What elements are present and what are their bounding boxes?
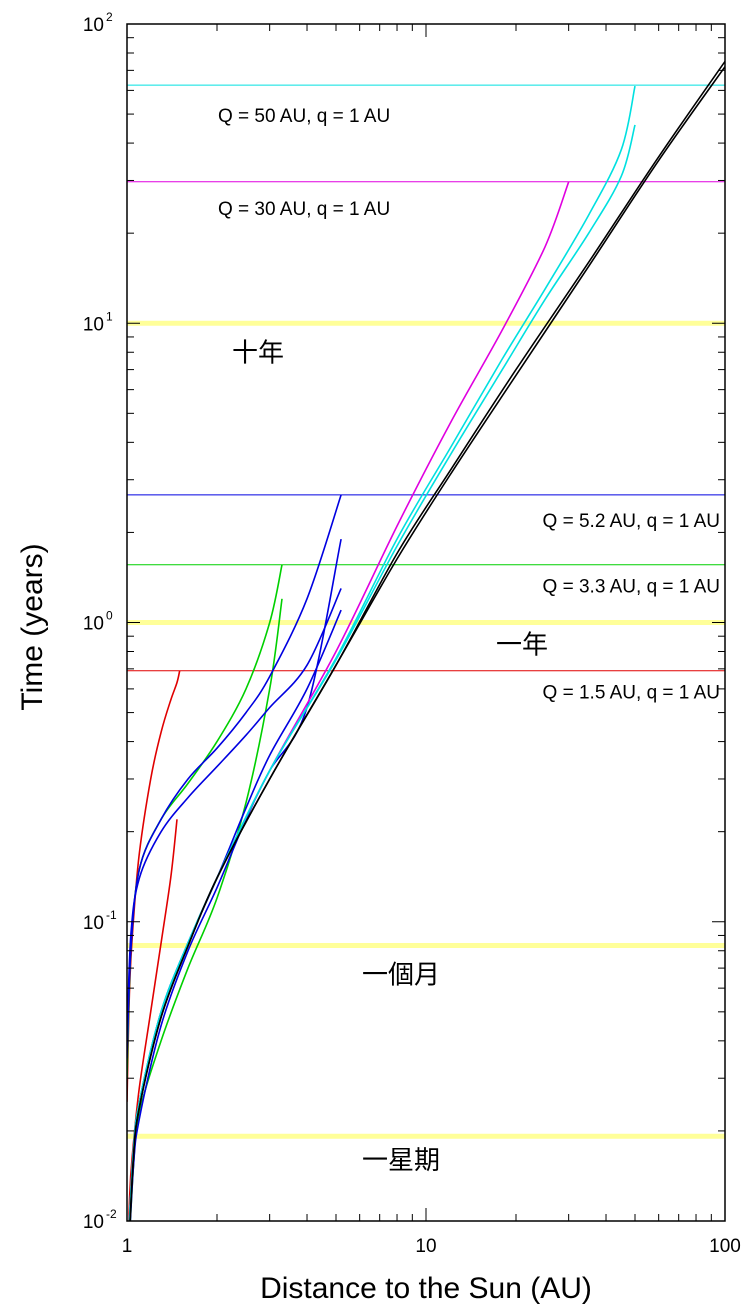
time-marker-label: 一星期 xyxy=(362,1146,440,1176)
reference-line-label: Q = 3.3 AU, q = 1 AU xyxy=(543,577,720,598)
time-marker-label: 十年 xyxy=(232,338,284,368)
y-tick-label: 10 xyxy=(83,614,104,635)
reference-line-label: Q = 50 AU, q = 1 AU xyxy=(218,106,390,127)
y-tick-exponent: 1 xyxy=(106,309,113,323)
series-line xyxy=(128,85,636,1221)
series-line xyxy=(128,819,178,1221)
x-tick-label: 100 xyxy=(709,1236,741,1257)
series-line xyxy=(129,60,725,1221)
y-tick-label: 10 xyxy=(83,15,104,36)
axes-layer xyxy=(126,23,726,1222)
time-marker-label: 一個月 xyxy=(362,960,440,990)
series-line xyxy=(128,609,342,1221)
series-line xyxy=(127,494,342,1059)
series-line xyxy=(127,564,283,1079)
x-axis-title: Distance to the Sun (AU) xyxy=(260,1272,592,1305)
series-line xyxy=(128,181,570,1221)
series-line xyxy=(128,124,636,1221)
reference-line-label: Q = 1.5 AU, q = 1 AU xyxy=(543,683,720,704)
y-tick-exponent: 2 xyxy=(106,10,113,24)
reference-line-label: Q = 5.2 AU, q = 1 AU xyxy=(543,511,720,532)
y-tick-label: 10 xyxy=(83,1212,104,1233)
x-tick-label: 10 xyxy=(415,1236,436,1257)
y-tick-exponent: 0 xyxy=(106,609,113,623)
y-tick-exponent: -1 xyxy=(106,908,117,922)
series-line xyxy=(129,538,342,1221)
y-axis-title: Time (years) xyxy=(16,543,49,710)
y-tick-exponent: -2 xyxy=(106,1207,117,1221)
x-tick-label: 1 xyxy=(122,1236,133,1257)
y-tick-label: 10 xyxy=(83,913,104,934)
time-marker-label: 一年 xyxy=(496,631,548,661)
series-line xyxy=(127,588,342,1041)
y-tick-label: 10 xyxy=(83,314,104,335)
reference-line-label: Q = 30 AU, q = 1 AU xyxy=(218,199,390,220)
time-marker-layer xyxy=(127,320,725,1139)
series-line xyxy=(129,66,725,1221)
